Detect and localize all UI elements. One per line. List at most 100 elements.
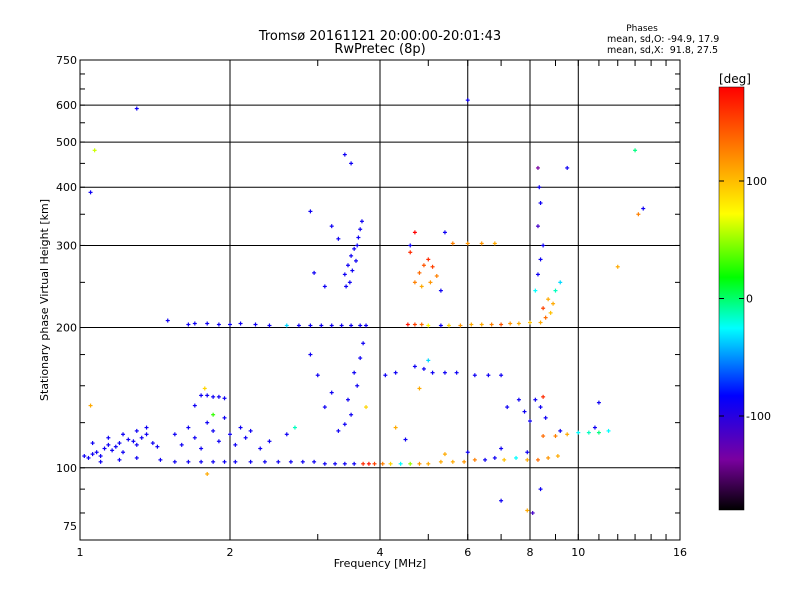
- data-point: [253, 322, 258, 327]
- data-point: [538, 201, 543, 206]
- data-point: [276, 459, 281, 464]
- data-point: [345, 263, 350, 268]
- data-point: [458, 323, 463, 328]
- data-point: [258, 446, 263, 451]
- data-point: [364, 323, 369, 328]
- data-point: [551, 301, 556, 306]
- data-point: [426, 257, 431, 262]
- data-point: [514, 455, 519, 460]
- data-point: [134, 428, 139, 433]
- data-point: [486, 373, 491, 378]
- data-point: [442, 452, 447, 457]
- data-point: [90, 452, 95, 457]
- data-point: [636, 212, 641, 217]
- data-point: [417, 270, 422, 275]
- data-point: [516, 397, 521, 402]
- data-point: [505, 405, 510, 410]
- data-point: [450, 241, 455, 246]
- data-point: [479, 322, 484, 327]
- data-point: [596, 400, 601, 405]
- data-point: [472, 457, 477, 462]
- data-point: [222, 396, 227, 401]
- data-point: [92, 148, 97, 153]
- x-tick-label: 10: [571, 546, 585, 559]
- data-point: [606, 428, 611, 433]
- data-point: [329, 224, 334, 229]
- data-point: [179, 442, 184, 447]
- data-point: [155, 444, 160, 449]
- data-point: [186, 425, 191, 430]
- data-point: [102, 446, 107, 451]
- data-point: [489, 322, 494, 327]
- data-point: [233, 459, 238, 464]
- data-point: [134, 442, 139, 447]
- data-point: [555, 454, 560, 459]
- x-tick-label: 16: [673, 546, 687, 559]
- data-point: [533, 397, 538, 402]
- data-point: [548, 310, 553, 315]
- data-point: [248, 459, 253, 464]
- x-tick-label: 6: [464, 546, 471, 559]
- data-point: [121, 450, 126, 455]
- data-point: [345, 397, 350, 402]
- data-point: [615, 264, 620, 269]
- data-point: [284, 323, 289, 328]
- data-point: [525, 457, 530, 462]
- data-point: [352, 370, 357, 375]
- colorbar-tick-label: 0: [746, 293, 753, 306]
- data-point: [565, 165, 570, 170]
- data-point: [262, 459, 267, 464]
- data-point: [238, 321, 243, 326]
- chart-title: Tromsø 20161121 20:00:00-20:01:43: [258, 29, 501, 44]
- data-point: [216, 439, 221, 444]
- data-point: [205, 321, 210, 326]
- data-point: [243, 435, 248, 440]
- y-tick-label: 100: [56, 462, 77, 475]
- data-point: [292, 425, 297, 430]
- data-point: [412, 322, 417, 327]
- x-tick-label: 1: [77, 546, 84, 559]
- grid-lines: [80, 60, 680, 540]
- y-tick-label: 750: [56, 54, 77, 67]
- data-point: [342, 152, 347, 157]
- data-point: [300, 459, 305, 464]
- data-point: [267, 323, 272, 328]
- data-point: [364, 405, 369, 410]
- data-point: [499, 446, 504, 451]
- data-point: [192, 435, 197, 440]
- data-point: [419, 322, 424, 327]
- y-tick-label: 500: [56, 136, 77, 149]
- data-point: [465, 98, 470, 103]
- data-point: [319, 323, 324, 328]
- data-point: [350, 268, 355, 273]
- data-point: [380, 461, 385, 466]
- y-axis-ticks: 75 100 200 300 400 500 600 750: [56, 54, 680, 533]
- data-point: [388, 461, 393, 466]
- data-point: [186, 322, 191, 327]
- data-point: [541, 434, 546, 439]
- y-tick-label: 200: [56, 322, 77, 335]
- data-point: [535, 457, 540, 462]
- data-point: [98, 459, 103, 464]
- data-point: [543, 315, 548, 320]
- data-point: [121, 432, 126, 437]
- colorbar-label: [deg]: [719, 72, 751, 86]
- data-point: [541, 394, 546, 399]
- x-tick-label: 2: [227, 546, 234, 559]
- data-point: [421, 366, 426, 371]
- data-point: [211, 394, 216, 399]
- data-point: [356, 235, 361, 240]
- data-point: [86, 455, 91, 460]
- data-point: [438, 459, 443, 464]
- data-point: [499, 498, 504, 503]
- y-tick-label: 400: [56, 181, 77, 194]
- data-point: [412, 230, 417, 235]
- data-point: [393, 425, 398, 430]
- data-point: [308, 323, 313, 328]
- data-point: [222, 415, 227, 420]
- data-point: [117, 441, 122, 446]
- x-axis-ticks: 1 2 4 6 8 10 16: [77, 60, 687, 559]
- data-point: [372, 461, 377, 466]
- data-point: [558, 280, 563, 285]
- data-point: [344, 284, 349, 289]
